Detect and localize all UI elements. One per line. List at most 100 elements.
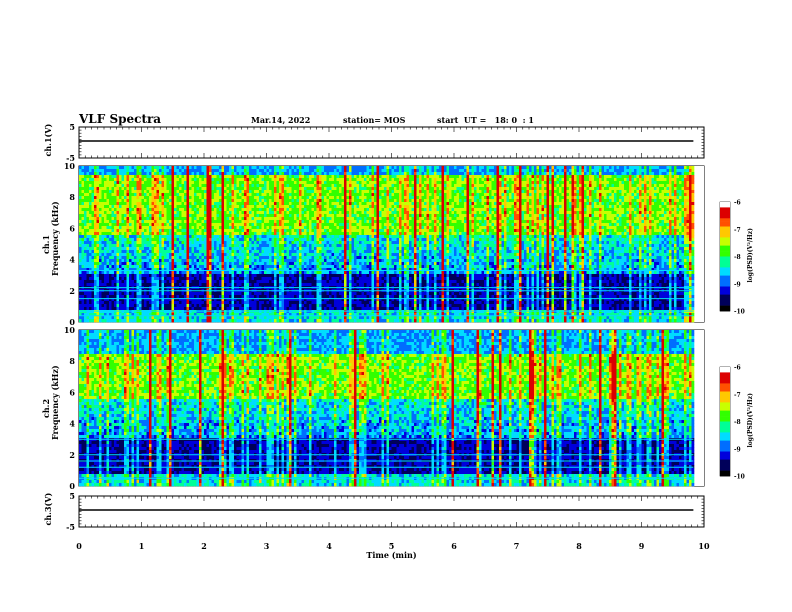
ch1_spectrogram-cell [159, 172, 162, 176]
ch1_spectrogram-cell [246, 310, 250, 314]
ch1_spectrogram-cell [171, 175, 175, 179]
ch1_spectrogram-cell [99, 217, 102, 221]
ch1_spectrogram-cell [94, 166, 97, 170]
ch1_spectrogram-cell [186, 214, 190, 218]
ch1_spectrogram-cell [199, 319, 202, 323]
ch1_spectrogram-cell [251, 229, 255, 233]
ch1_spectrogram-cell [156, 202, 160, 206]
ch1_spectrogram-cell [249, 283, 252, 287]
ch1_spectrogram-cell [241, 244, 245, 248]
ch1_spectrogram-cell [201, 301, 205, 305]
ch1_spectrogram-cell [126, 214, 130, 218]
ch1_spectrogram-cell [84, 214, 87, 218]
ch1_spectrogram-cell [89, 166, 92, 170]
ch1_spectrogram-cell [231, 169, 235, 173]
ch1_spectrogram-cell [239, 211, 242, 215]
ch1_spectrogram-cell [91, 238, 95, 242]
ch1_spectrogram-cell [229, 271, 232, 275]
ch1_spectrogram-cell [129, 193, 132, 197]
ch1_spectrogram-cell [119, 208, 122, 212]
ch1_spectrogram-cell [184, 226, 187, 230]
ch1_spectrogram-cell [106, 250, 110, 254]
ch1_spectrogram-cell [254, 214, 257, 218]
ch1_spectrogram-cell [226, 316, 230, 320]
ch1_spectrogram-cell [266, 217, 270, 221]
ch1_spectrogram-cell [224, 295, 227, 299]
ch1_spectrogram-cell [239, 268, 242, 272]
ch1_spectrogram-cell [181, 232, 185, 236]
ch1_spectrogram-cell [219, 313, 222, 317]
ch1_spectrogram-cell [91, 166, 95, 170]
ch1_spectrogram-cell [119, 247, 122, 251]
ch1_spectrogram-cell [151, 310, 155, 314]
ch1_spectrogram-cell [106, 283, 110, 287]
ch1_spectrogram-cell [254, 259, 257, 263]
ch1_spectrogram-cell [194, 259, 197, 263]
ch1_spectrogram-cell [139, 292, 142, 296]
ch1_spectrogram-cell [231, 217, 235, 221]
ch1_spectrogram-cell [174, 301, 177, 305]
ch1_spectrogram-cell [164, 217, 167, 221]
ch1_spectrogram-cell [134, 313, 137, 317]
ch1_spectrogram-cell [131, 316, 135, 320]
ch1_spectrogram-cell [139, 232, 142, 236]
ch1_spectrogram-cell [206, 241, 210, 245]
ch1_spectrogram-cell [191, 238, 195, 242]
ch1_spectrogram-cell [236, 166, 240, 170]
ch1_spectrogram-cell [106, 313, 110, 317]
ch1_spectrogram-cell [244, 253, 247, 257]
ch1_spectrogram-cell [109, 313, 112, 317]
ch1_spectrogram-cell [91, 217, 95, 221]
ch1_spectrogram-cell [124, 265, 127, 269]
ch1_spectrogram-cell [254, 298, 257, 302]
ch1_spectrogram-cell [136, 295, 140, 299]
ch1_spectrogram-cell [89, 280, 92, 284]
ch1_spectrogram-cell [241, 199, 245, 203]
ch1_spectrogram-cell [169, 262, 172, 266]
ch1_spectrogram-cell [229, 184, 232, 188]
ch1_spectrogram-cell [96, 226, 100, 230]
ch1_spectrogram-cell [196, 199, 200, 203]
ch1_spectrogram-cell [244, 313, 247, 317]
ch1_spectrogram-cell [246, 259, 250, 263]
ch1_spectrogram-cell [189, 220, 192, 224]
ch1_spectrogram-cell [121, 223, 125, 227]
ch1_spectrogram-cell [236, 217, 240, 221]
ch1_spectrogram-cell [216, 277, 220, 281]
ch1_spectrogram-cell [224, 259, 227, 263]
ch1_spectrogram-cell [114, 202, 117, 206]
ch1_spectrogram-cell [109, 319, 112, 323]
ch1_spectrogram-cell [269, 268, 272, 272]
ch1_spectrogram-cell [149, 244, 152, 248]
ch1_spectrogram-cell [106, 223, 110, 227]
ch1_spectrogram-cell [109, 262, 112, 266]
ch1_spectrogram-cell [116, 271, 120, 275]
ch1_spectrogram-cell [81, 232, 85, 236]
ch1_spectrogram-cell [101, 202, 105, 206]
ch1_spectrogram-cell [181, 175, 185, 179]
ch1_spectrogram-cell [216, 232, 220, 236]
ch1_spectrogram-cell [144, 187, 147, 191]
ch1_spectrogram-cell [126, 178, 130, 182]
ch1_spectrogram-cell [241, 166, 245, 170]
ch1_spectrogram-cell [236, 292, 240, 296]
ch1_spectrogram-cell [269, 295, 272, 299]
ch1_spectrogram-cell [236, 172, 240, 176]
ch1_spectrogram-cell [116, 295, 120, 299]
ch1_spectrogram-cell [191, 178, 195, 182]
ch1_spectrogram-cell [269, 274, 272, 278]
ch1_spectrogram-cell [89, 313, 92, 317]
ch1_spectrogram-cell [234, 310, 237, 314]
ch1_spectrogram-cell [166, 301, 170, 305]
ch1_spectrogram-cell [141, 205, 145, 209]
ch1_spectrogram-cell [169, 316, 172, 320]
ch1_spectrogram-cell [151, 229, 155, 233]
ch1_spectrogram-cell [269, 244, 272, 248]
ch1_spectrogram-cell [144, 301, 147, 305]
ch1_spectrogram-cell [154, 196, 157, 200]
ch1_spectrogram-cell [171, 214, 175, 218]
ch1_spectrogram-cell [154, 244, 157, 248]
ch1_spectrogram-cell [231, 181, 235, 185]
ch1_spectrogram-cell [204, 190, 207, 194]
ch1_spectrogram-cell [249, 319, 252, 323]
